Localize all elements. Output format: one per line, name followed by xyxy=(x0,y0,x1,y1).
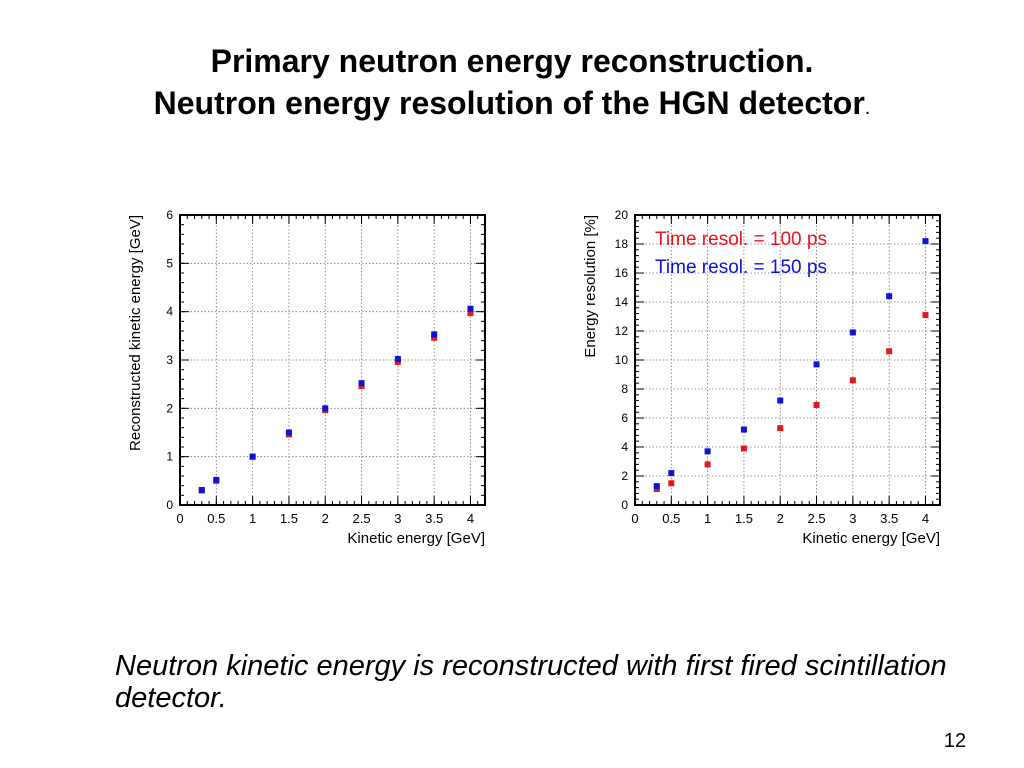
y-tick-label: 2 xyxy=(166,401,173,415)
x-tick-label: 0.5 xyxy=(207,511,225,526)
x-tick-label: 0.5 xyxy=(662,511,680,526)
title-line-2-text: Neutron energy resolution of the HGN det… xyxy=(153,85,865,121)
x-tick-label: 4 xyxy=(922,511,929,526)
y-tick-label: 12 xyxy=(615,324,629,338)
y-tick-label: 16 xyxy=(615,266,629,280)
data-point-series-2 xyxy=(922,238,929,245)
data-point-series-2 xyxy=(704,448,711,455)
x-tick-label: 3.5 xyxy=(425,511,443,526)
y-tick-label: 4 xyxy=(621,440,628,454)
data-point-series-1 xyxy=(704,461,711,468)
y-axis-label: Energy resolution [%] xyxy=(582,215,599,358)
plot-frame xyxy=(634,214,941,506)
y-tick-label: 8 xyxy=(621,382,628,396)
data-point-series-1 xyxy=(431,334,438,341)
x-tick-label: 2 xyxy=(777,511,784,526)
y-tick-label: 10 xyxy=(615,353,629,367)
x-tick-label: 3 xyxy=(394,511,401,526)
data-point-series-2 xyxy=(358,380,365,387)
data-point-series-2 xyxy=(777,397,784,404)
x-tick-label: 2.5 xyxy=(808,511,826,526)
x-tick-label: 0 xyxy=(631,511,638,526)
title-line-2: Neutron energy resolution of the HGN det… xyxy=(0,82,1024,129)
data-point-series-2 xyxy=(668,470,675,477)
x-tick-label: 1.5 xyxy=(735,511,753,526)
energy-resolution-chart: 0 0.5 1 1.5 2 2.5 3 3.5 4 0 2 4 6 8 10 12 14 16 18 20 Kineti… xyxy=(575,205,955,565)
title-dot: . xyxy=(864,97,871,119)
y-tick-label: 5 xyxy=(166,256,173,270)
y-tick-label: 14 xyxy=(615,295,629,309)
x-tick-label: 3 xyxy=(849,511,856,526)
x-tick-label: 3.5 xyxy=(880,511,898,526)
y-tick-label: 2 xyxy=(621,469,628,483)
data-point-series-2 xyxy=(285,429,292,436)
x-tick-label: 1.5 xyxy=(280,511,298,526)
data-point-series-1 xyxy=(813,401,820,408)
energy-resolution-plot: 0 0.5 1 1.5 2 2.5 3 3.5 4 0 2 4 6 8 10 12 14 16 18 20 Kineti… xyxy=(582,208,941,547)
y-tick-label: 0 xyxy=(621,498,628,512)
y-tick-label: 18 xyxy=(615,237,629,251)
legend-entry: Time resol. = 150 ps xyxy=(655,257,827,278)
data-point-series-2 xyxy=(213,476,220,483)
y-tick-label: 6 xyxy=(621,411,628,425)
data-point-series-2 xyxy=(740,426,747,433)
x-tick-label: 2.5 xyxy=(353,511,371,526)
x-axis-label: Kinetic energy [GeV] xyxy=(802,530,940,547)
x-axis-label: Kinetic energy [GeV] xyxy=(347,530,485,547)
data-point-series-2 xyxy=(653,483,660,490)
slide-caption: Neutron kinetic energy is reconstructed … xyxy=(115,650,947,714)
data-point-series-2 xyxy=(322,405,329,412)
data-point-series-1 xyxy=(886,348,893,355)
y-tick-label: 0 xyxy=(166,498,173,512)
y-tick-label: 3 xyxy=(166,353,173,367)
plot-frame xyxy=(179,214,486,506)
data-point-series-2 xyxy=(198,487,205,494)
reconstructed-energy-plot: 0 0.5 1 1.5 2 2.5 3 3.5 4 0 1 2 3 4 5 6 Kinetic energy [… xyxy=(127,208,486,547)
data-point-series-1 xyxy=(668,480,675,487)
data-point-series-1 xyxy=(777,425,784,432)
data-point-series-1 xyxy=(740,445,747,452)
y-tick-label: 4 xyxy=(166,305,173,319)
reconstructed-energy-chart: 0 0.5 1 1.5 2 2.5 3 3.5 4 0 1 2 3 4 5 6 Kinetic energy [… xyxy=(120,205,500,565)
data-point-series-2 xyxy=(249,453,256,460)
y-tick-label: 20 xyxy=(615,208,629,222)
y-tick-label: 6 xyxy=(166,208,173,222)
y-tick-label: 1 xyxy=(166,450,173,464)
x-tick-label: 1 xyxy=(249,511,256,526)
data-point-series-2 xyxy=(886,293,893,300)
data-point-series-2 xyxy=(431,331,438,338)
page-number: 12 xyxy=(943,730,967,752)
x-tick-label: 2 xyxy=(322,511,329,526)
title-line-1: Primary neutron energy reconstruction. xyxy=(210,43,814,79)
data-point-series-2 xyxy=(394,356,401,363)
y-axis-label: Reconstructed kinetic energy [GeV] xyxy=(127,215,144,451)
data-point-series-1 xyxy=(922,312,929,319)
slide-title: Primary neutron energy reconstruction. N… xyxy=(0,40,1024,129)
data-point-series-2 xyxy=(467,305,474,312)
x-tick-label: 0 xyxy=(176,511,183,526)
legend-entry: Time resol. = 100 ps xyxy=(655,229,827,250)
data-point-series-1 xyxy=(467,310,474,317)
data-point-series-1 xyxy=(849,377,856,384)
x-tick-label: 1 xyxy=(704,511,711,526)
x-tick-label: 4 xyxy=(467,511,474,526)
data-point-series-2 xyxy=(813,361,820,368)
data-point-series-2 xyxy=(849,329,856,336)
